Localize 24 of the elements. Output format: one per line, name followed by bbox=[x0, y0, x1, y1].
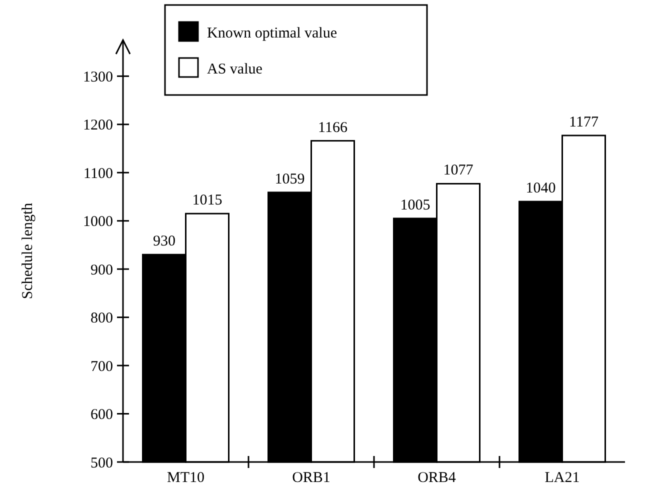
data-label: 930 bbox=[153, 234, 176, 250]
data-label: 1005 bbox=[400, 197, 430, 214]
x-tick-label: ORB1 bbox=[292, 470, 330, 486]
legend-label: Known optimal value bbox=[207, 25, 338, 42]
y-tick-label: 500 bbox=[90, 455, 113, 472]
y-tick-label: 1200 bbox=[83, 118, 113, 134]
data-label: 1166 bbox=[318, 120, 348, 136]
y-tick-label: 900 bbox=[90, 262, 113, 278]
x-tick-label: MT10 bbox=[167, 470, 204, 486]
x-tick-label: LA21 bbox=[544, 470, 580, 486]
y-tick-label: 700 bbox=[90, 358, 113, 375]
y-tick-label: 1000 bbox=[83, 214, 113, 230]
x-tick-label: ORB4 bbox=[418, 470, 456, 486]
data-label: 1077 bbox=[443, 162, 474, 179]
data-label: 1040 bbox=[526, 180, 556, 197]
data-label: 1015 bbox=[192, 192, 222, 209]
y-tick-label: 800 bbox=[90, 310, 113, 327]
y-tick-label: 1100 bbox=[84, 166, 113, 182]
y-axis-title: Schedule length bbox=[20, 202, 36, 300]
legend-label: AS value bbox=[207, 61, 263, 78]
y-tick-label: 1300 bbox=[83, 69, 113, 86]
data-label: 1059 bbox=[274, 171, 305, 188]
y-tick-label: 600 bbox=[90, 407, 113, 424]
data-label: 1177 bbox=[569, 114, 599, 130]
